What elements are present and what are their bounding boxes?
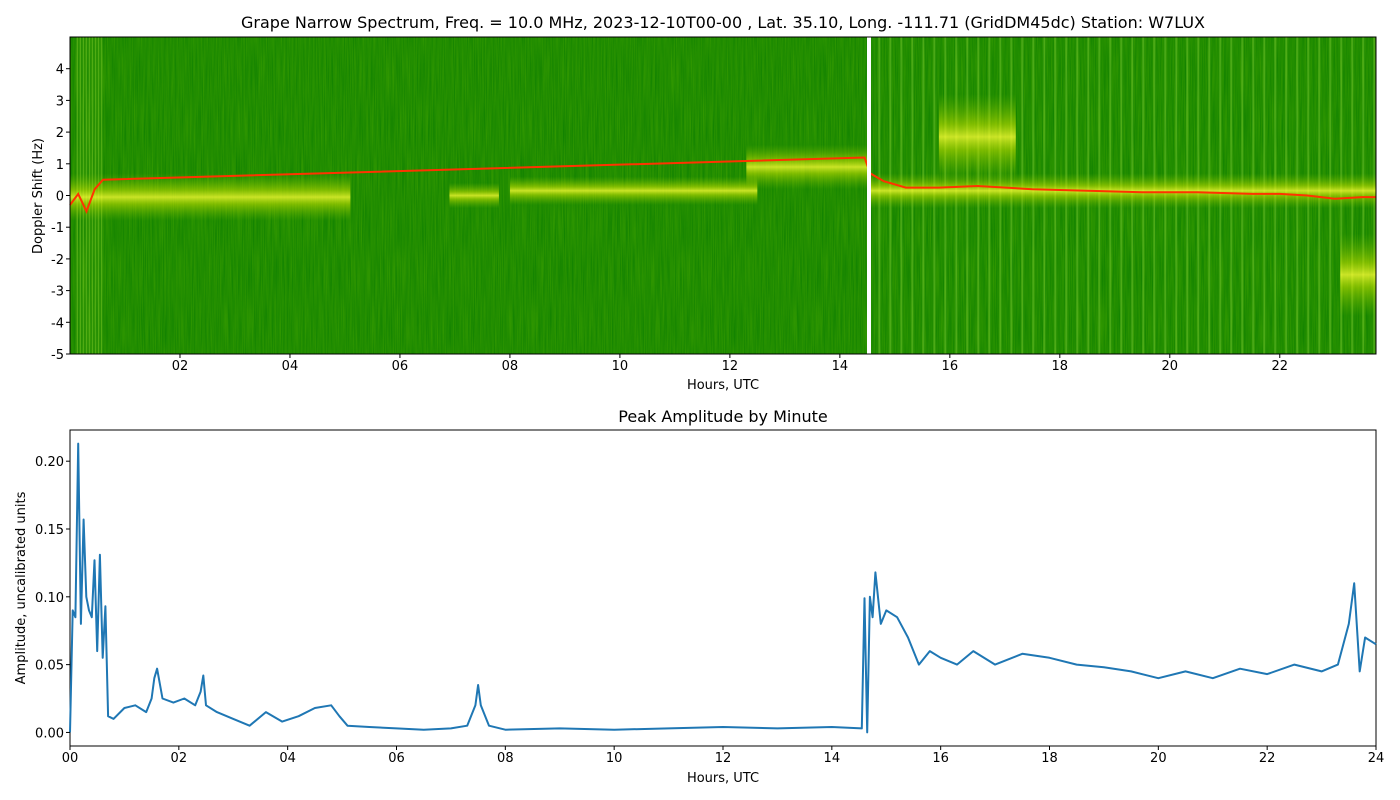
spectrum-y-axis-label: Doppler Shift (Hz) [31, 138, 46, 254]
x-tick-label: 20 [1150, 751, 1167, 766]
x-tick-label: 02 [172, 359, 189, 374]
y-tick-label: 0.20 [35, 455, 64, 470]
x-tick-label: 22 [1271, 359, 1288, 374]
y-tick-label: -3 [51, 285, 64, 300]
spectrum-y-axis-ticks: 4 3 2 1 0 -1 -2 -3 -4 -5 [51, 63, 70, 363]
x-tick-label: 08 [502, 359, 519, 374]
amplitude-title: Peak Amplitude by Minute [618, 407, 828, 426]
x-tick-label: 04 [279, 751, 296, 766]
spectrogram-signal-band [746, 144, 868, 190]
amplitude-y-axis-ticks: 0.00 0.05 0.10 0.15 0.20 [35, 455, 70, 741]
amplitude-series-line [69, 442, 1377, 734]
x-tick-label: 24 [1368, 751, 1385, 766]
spectrogram-signal-band [1340, 233, 1376, 316]
y-tick-label: 0.05 [35, 659, 64, 674]
x-tick-label: 14 [832, 359, 849, 374]
x-tick-label: 14 [824, 751, 841, 766]
x-tick-label: 12 [722, 359, 739, 374]
x-tick-label: 18 [1052, 359, 1069, 374]
x-tick-label: 04 [282, 359, 299, 374]
amplitude-x-axis-label: Hours, UTC [687, 771, 759, 786]
x-tick-label: 16 [942, 359, 959, 374]
x-tick-label: 20 [1162, 359, 1179, 374]
x-tick-label: 06 [388, 751, 405, 766]
amplitude-plot-frame [69, 429, 1377, 747]
x-tick-label: 12 [715, 751, 732, 766]
spectrogram-signal-band [509, 176, 758, 206]
spectrogram-plot [69, 36, 1377, 355]
x-tick-label: 06 [392, 359, 409, 374]
x-tick-label: 16 [932, 751, 949, 766]
spectrum-x-axis-ticks: 02 04 06 08 10 12 14 16 18 20 22 [172, 354, 1288, 374]
x-tick-label: 08 [497, 751, 514, 766]
spectrum-x-axis-label: Hours, UTC [687, 378, 759, 393]
y-tick-label: -2 [51, 253, 64, 268]
doppler-peak-trace [69, 156, 1376, 214]
spectrogram-data-gap [866, 37, 871, 354]
x-tick-label: 00 [62, 751, 79, 766]
y-tick-label: 3 [56, 94, 64, 109]
amplitude-x-axis-ticks: 00 02 04 06 08 10 12 14 16 18 20 22 24 [62, 746, 1385, 766]
y-tick-label: 2 [56, 126, 64, 141]
x-tick-label: 10 [606, 751, 623, 766]
x-tick-label: 18 [1041, 751, 1058, 766]
y-tick-label: -4 [51, 316, 64, 331]
amplitude-y-axis-label: Amplitude, uncalibrated units [14, 491, 29, 684]
y-tick-label: 0.10 [35, 591, 64, 606]
y-tick-label: 0.15 [35, 523, 64, 538]
x-tick-label: 02 [171, 751, 188, 766]
x-tick-label: 10 [612, 359, 629, 374]
y-tick-label: -1 [51, 221, 64, 236]
spectrum-title: Grape Narrow Spectrum, Freq. = 10.0 MHz,… [241, 13, 1205, 32]
spectrogram-signal-band [938, 94, 1016, 180]
y-tick-label: 1 [56, 158, 64, 173]
y-tick-label: 0.00 [35, 726, 64, 741]
spectrogram-signal-band [70, 173, 351, 221]
y-tick-label: -5 [51, 348, 64, 363]
spectrogram-signal-band [449, 182, 499, 209]
x-tick-label: 22 [1259, 751, 1276, 766]
y-tick-label: 0 [56, 190, 64, 205]
y-tick-label: 4 [56, 63, 64, 78]
